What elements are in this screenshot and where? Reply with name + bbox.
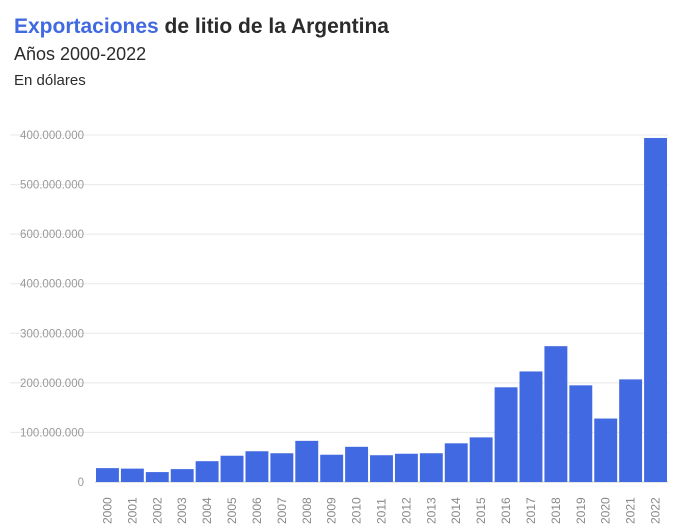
x-tick-label: 2021 [624,497,638,524]
bar-2013 [419,453,443,482]
bar-2007 [270,453,294,482]
chart-header: Exportaciones de litio de la Argentina A… [14,14,389,66]
bar-2022 [644,137,667,482]
y-tick-label: 0 [78,477,84,489]
y-tick-label: 600.000.000 [20,229,84,241]
x-tick-label: 2007 [275,497,289,524]
bar-2011 [370,455,393,482]
x-tick-label: 2014 [449,497,463,524]
y-tick-label: 400.000.000 [20,130,84,142]
x-tick-label: 2002 [150,497,164,524]
y-tick-label: 400.000.000 [20,279,84,291]
y-tick-label: 500.000.000 [20,180,84,192]
bar-2015 [469,437,493,482]
bar-2019 [569,385,593,482]
x-tick-label: 2018 [549,497,563,524]
x-tick-label: 2015 [474,497,488,524]
bar-2012 [394,453,418,482]
chart-title-rest: de litio de la Argentina [158,15,389,38]
x-tick-label: 2012 [399,497,413,524]
x-tick-label: 2000 [100,497,114,524]
x-tick-label: 2019 [574,497,588,524]
x-tick-label: 2004 [200,497,214,524]
chart-subtitle: Años 2000-2022 [14,44,147,64]
bar-2017 [519,371,543,482]
unit-label: En dólares [14,72,86,89]
bar-2009 [320,454,344,482]
bar-2002 [145,472,169,482]
bar-2018 [544,346,568,482]
bar-2003 [170,469,194,482]
bar-2016 [494,387,518,482]
x-tick-label: 2017 [524,497,538,524]
x-tick-label: 2009 [325,497,339,524]
bar-2008 [295,440,319,482]
x-tick-label: 2001 [125,497,139,524]
x-tick-label: 2010 [350,497,364,524]
x-tick-label: 2011 [375,498,389,524]
x-tick-label: 2013 [424,497,438,524]
x-tick-label: 2020 [599,497,613,524]
x-tick-label: 2022 [649,497,663,524]
x-tick-label: 2005 [225,497,239,524]
bar-2014 [444,443,468,482]
bar-2005 [220,455,244,482]
y-tick-label: 200.000.000 [20,378,84,390]
bar-2004 [195,461,219,482]
x-tick-label: 2008 [300,497,314,524]
bar-2000 [96,468,119,482]
x-tick-label: 2006 [250,497,264,524]
chart-title-highlight: Exportaciones [14,15,159,38]
chart-title: Exportaciones de litio de la Argentina [14,14,389,40]
bar-2001 [120,468,144,482]
y-tick-label: 100.000.000 [20,427,84,439]
x-tick-label: 2003 [175,497,189,524]
bar-2010 [345,446,369,482]
bar-2006 [245,451,269,482]
bar-2020 [594,418,618,482]
bar-2021 [619,379,643,482]
x-tick-label: 2016 [499,497,513,524]
y-tick-label: 300.000.000 [20,328,84,340]
